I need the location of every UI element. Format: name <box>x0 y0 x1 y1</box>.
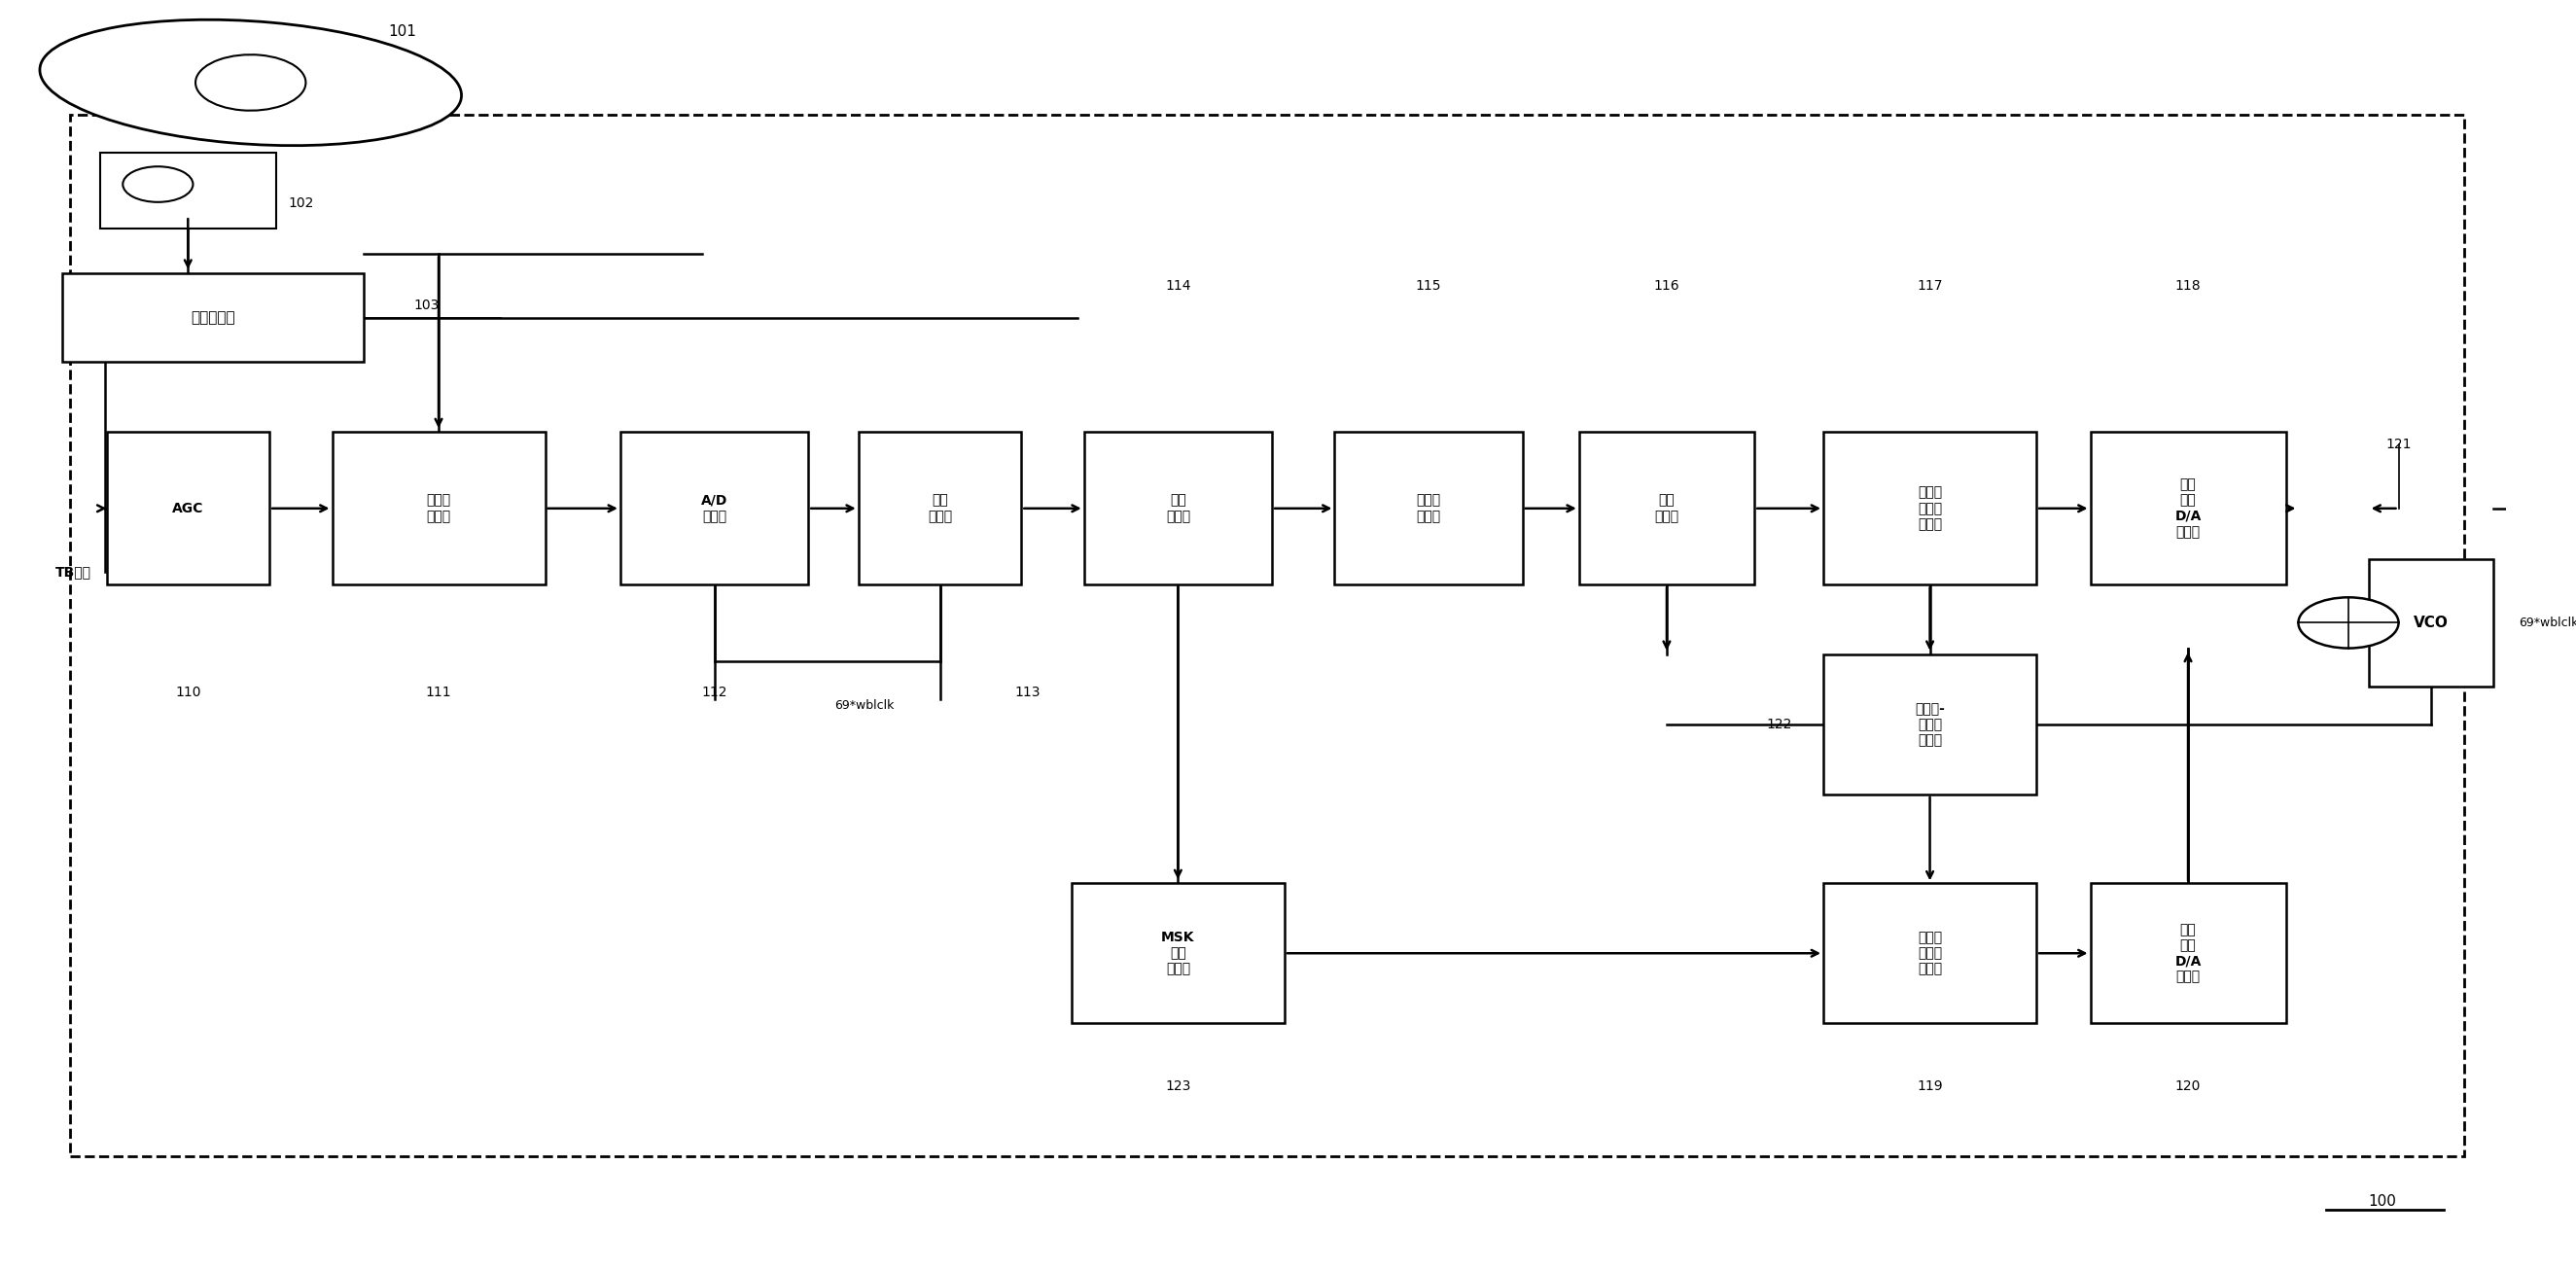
Bar <box>1579 432 1754 585</box>
Text: 111: 111 <box>425 686 451 699</box>
Bar <box>62 273 363 362</box>
Text: MSK
调制
检测器: MSK 调制 检测器 <box>1162 930 1195 976</box>
Text: 119: 119 <box>1917 1080 1942 1093</box>
Text: VCO: VCO <box>2414 615 2450 630</box>
Bar <box>2367 559 2494 686</box>
Text: 122: 122 <box>1767 718 1793 731</box>
Text: 112: 112 <box>701 686 726 699</box>
Text: 带通
滤波器: 带通 滤波器 <box>927 493 953 524</box>
Text: 114: 114 <box>1164 280 1190 292</box>
Bar <box>70 114 2463 1157</box>
Bar <box>1334 432 1522 585</box>
Text: 116: 116 <box>1654 280 1680 292</box>
Bar <box>1824 883 2038 1023</box>
Ellipse shape <box>196 55 307 111</box>
Text: 100: 100 <box>2367 1193 2396 1209</box>
Text: 频率
控制
D/A
变换器: 频率 控制 D/A 变换器 <box>2174 923 2202 984</box>
Text: 德尔塔-
西格马
调制器: 德尔塔- 西格马 调制器 <box>1914 702 1945 747</box>
Bar <box>621 432 809 585</box>
Text: 103: 103 <box>415 299 438 311</box>
Text: 115: 115 <box>1417 280 1443 292</box>
Text: 69*wblclk: 69*wblclk <box>835 699 894 712</box>
Bar <box>2089 432 2285 585</box>
Text: 120: 120 <box>2174 1080 2200 1093</box>
Text: 宽带通
滤波器: 宽带通 滤波器 <box>428 493 451 524</box>
Text: 前置放大器: 前置放大器 <box>191 310 234 325</box>
Bar <box>332 432 546 585</box>
Bar <box>1084 432 1273 585</box>
Ellipse shape <box>39 19 461 146</box>
Bar <box>1824 655 2038 794</box>
Text: A/D
变换器: A/D 变换器 <box>701 493 726 524</box>
Bar <box>858 432 1020 585</box>
Bar <box>1072 883 1285 1023</box>
Text: 偏移校
正装置: 偏移校 正装置 <box>1417 493 1440 524</box>
Text: 相位
控制
D/A
变换器: 相位 控制 D/A 变换器 <box>2174 478 2202 539</box>
Bar <box>1824 432 2038 585</box>
Bar <box>106 432 270 585</box>
Text: 121: 121 <box>2385 438 2411 451</box>
Bar <box>2089 883 2285 1023</box>
Text: 相位控
制环路
滤波器: 相位控 制环路 滤波器 <box>1917 486 1942 531</box>
Text: 比率
变换器: 比率 变换器 <box>1167 493 1190 524</box>
Text: 110: 110 <box>175 686 201 699</box>
Text: 频率控
制环路
滤波器: 频率控 制环路 滤波器 <box>1917 930 1942 976</box>
Text: 相位
比较器: 相位 比较器 <box>1654 493 1680 524</box>
Text: 113: 113 <box>1015 686 1041 699</box>
Text: AGC: AGC <box>173 502 204 515</box>
Text: 117: 117 <box>1917 280 1942 292</box>
Circle shape <box>2298 597 2398 648</box>
Text: 118: 118 <box>2174 280 2200 292</box>
Ellipse shape <box>124 167 193 202</box>
Text: 101: 101 <box>389 24 417 39</box>
Text: 69*wblclk: 69*wblclk <box>2519 616 2576 629</box>
Text: TB信号: TB信号 <box>54 566 90 578</box>
Text: 102: 102 <box>289 197 314 210</box>
Text: 123: 123 <box>1164 1080 1190 1093</box>
Bar <box>100 153 276 229</box>
